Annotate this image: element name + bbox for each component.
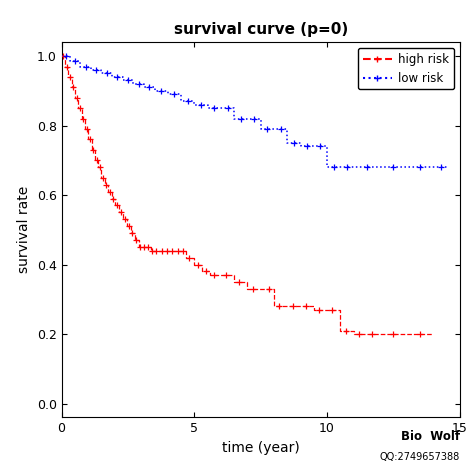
Y-axis label: survival rate: survival rate bbox=[17, 186, 31, 273]
X-axis label: time (year): time (year) bbox=[222, 441, 300, 455]
Legend: high risk, low risk: high risk, low risk bbox=[358, 48, 454, 90]
Title: survival curve (p=0): survival curve (p=0) bbox=[173, 22, 348, 37]
Text: Bio  Wolf: Bio Wolf bbox=[401, 430, 460, 443]
Text: QQ:2749657388: QQ:2749657388 bbox=[380, 452, 460, 462]
